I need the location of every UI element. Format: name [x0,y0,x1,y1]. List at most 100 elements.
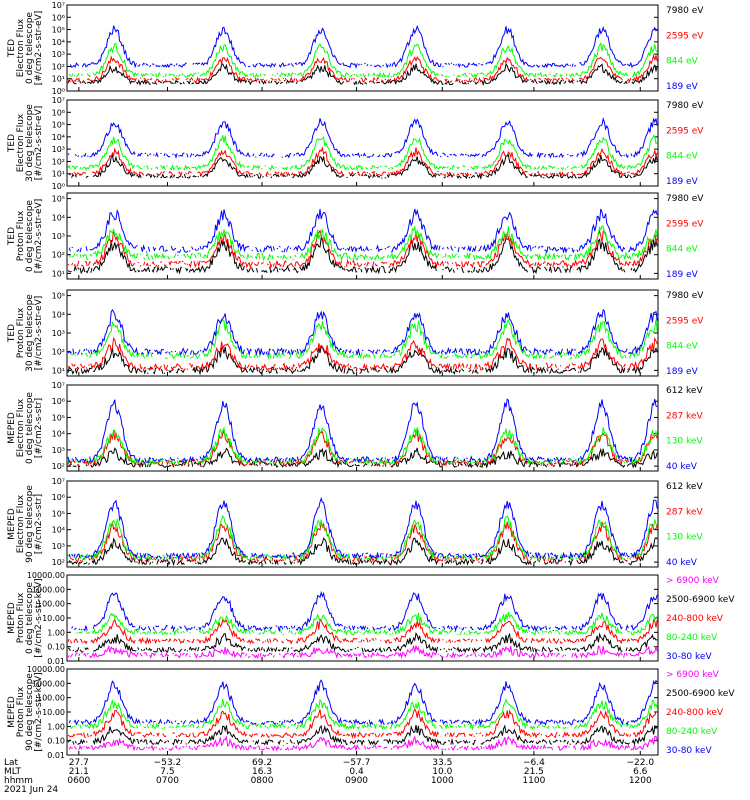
y-tick-label: 10000.00 [27,665,65,674]
panel-frame [66,480,659,568]
y-axis-label: MEPED Proton Flux 0 deg telescope [#/cm2-s-… [7,578,44,657]
y-tick-label: 10¹ [52,170,65,179]
y-tick-label: 10.00 [42,708,65,717]
legend-entry: 844 eV [666,245,699,255]
y-tick-label: 1.00 [47,628,65,637]
x-tick-label: 21.1 [69,767,89,777]
series-line [68,225,658,262]
y-tick-label: 10⁴ [52,38,65,47]
legend-entry: 130 keV [666,437,703,447]
legend-entry: 7980 eV [666,194,704,204]
x-tick-label: 69.2 [252,758,272,768]
legend-entry: 2595 eV [666,219,704,229]
y-axis-label: TED Electron Flux 30 deg telescope [#/cm2-s… [7,104,44,182]
y-axis-label-line: Electron Flux [16,494,26,553]
series-line [67,308,658,357]
y-tick-label: 10¹ [52,75,65,84]
plot-area [67,24,658,87]
y-axis-label-line: 90 deg telescope [25,485,35,563]
x-tick-label: 1200 [629,776,652,786]
y-tick-label: 10⁶ [52,108,65,117]
x-tick-label: −22.0 [626,758,654,768]
y-tick-label: 1.00 [47,722,65,731]
y-tick-label: 10⁵ [52,509,65,518]
y-axis-label-line: [#/cm2-s-str-keV] [34,578,44,657]
legend-entry: 612 keV [666,482,703,492]
y-tick-label: 10³ [52,446,65,455]
y-tick-label: 10² [52,157,65,166]
y-axis-label-line: Electron Flux [16,18,26,77]
plot-area [67,208,658,275]
legend-entry: 130 keV [666,533,703,543]
y-tick-label: 10⁵ [52,195,65,204]
legend-entry: 80-240 keV [666,633,718,643]
legend-entry: 2595 eV [666,126,704,136]
series-line [69,611,658,636]
series-line [68,734,658,753]
series-line [67,708,658,739]
y-tick-label: 10000.00 [27,571,65,580]
x-tick-label: 33.5 [432,758,452,768]
y-axis-label-line: Electron Flux [16,113,26,172]
y-tick-label: 10⁷ [52,477,65,486]
y-tick-label: 10⁵ [52,121,65,130]
legend-entry: 7980 eV [666,6,704,16]
y-tick-label: 10⁷ [52,96,65,105]
panel-4: 10¹ 10² 10³ 10⁴ 10⁵ TED Proton Flux 30 deg tele… [7,289,704,377]
panel-7: 0.010.101.0010.00100.001000.0010000.00ME… [7,571,735,666]
date-label: 2021 Jun 24 [4,785,58,795]
x-tick-label: 0700 [156,776,179,786]
series-line [69,318,658,361]
y-axis-label: TED Electron Flux 0 deg telescope [#/cm2-s-… [7,11,44,86]
x-row-label: MLT [4,767,22,777]
y-axis-label-line: MEPED [7,696,17,728]
y-tick-label: 10⁶ [52,13,65,22]
y-axis-label-line: 0 deg telescope [25,392,35,464]
panel-5: 10² 10³ 10⁴ 10⁵ 10⁶ 10⁷ MEPED Electron Flux 0 de… [7,381,703,472]
y-axis-label-line: Proton Flux [16,307,26,358]
legend-entry: 2595 eV [666,31,704,41]
legend-entry: 240-800 keV [666,708,724,718]
panel-frame [66,289,659,377]
legend-entry: 30-80 keV [666,746,712,756]
plot-area [67,308,658,376]
legend-entry: 287 keV [666,411,703,421]
y-axis-label-line: [#/cm2-s-str] [34,494,44,554]
x-tick-label: 16.3 [252,767,272,777]
y-axis-label-line: MEPED [7,412,17,444]
x-tick-label: 1000 [431,776,454,786]
series-line [68,679,658,726]
y-axis-label-line: [#/cm2-s-str] [34,398,44,458]
x-tick-label: 0600 [67,776,90,786]
y-tick-label: 10⁴ [52,213,65,222]
series-line [67,644,658,660]
y-axis-label: TED Proton Flux 0 deg telescope [#/cm2-s-st… [7,199,44,274]
legend-entry: 40 keV [666,558,698,568]
series-line [67,336,658,372]
y-tick-label: 10⁵ [52,26,65,35]
x-tick-label: 21.5 [524,767,544,777]
plot-area [67,679,658,753]
y-axis-label-line: 0 deg telescope [25,12,35,84]
x-tick-label: −6.4 [523,758,545,768]
x-tick-label: 7.5 [160,767,174,777]
series-line [68,536,658,567]
y-tick-label: 10³ [52,50,65,59]
y-axis-label-line: Proton Flux [16,686,26,737]
y-tick-label: 100.00 [37,600,65,609]
y-tick-label: 10³ [52,542,65,551]
y-tick-label: 10⁴ [52,526,65,535]
y-tick-label: 10¹ [52,366,65,375]
plot-area [67,398,658,469]
panel-8: 0.010.101.0010.00100.001000.0010000.00ME… [7,665,735,760]
y-axis-label-line: 30 deg telescope [25,104,35,182]
legend-entry: 287 keV [666,507,703,517]
x-tick-label: 6.6 [633,767,648,777]
y-tick-label: 10¹ [52,269,65,278]
x-tick-label: 0800 [251,776,274,786]
y-axis-label-line: TED [7,227,17,246]
legend-entry: 844 eV [666,57,699,67]
y-tick-label: 10⁶ [52,493,65,502]
y-axis-label-line: TED [7,134,17,153]
